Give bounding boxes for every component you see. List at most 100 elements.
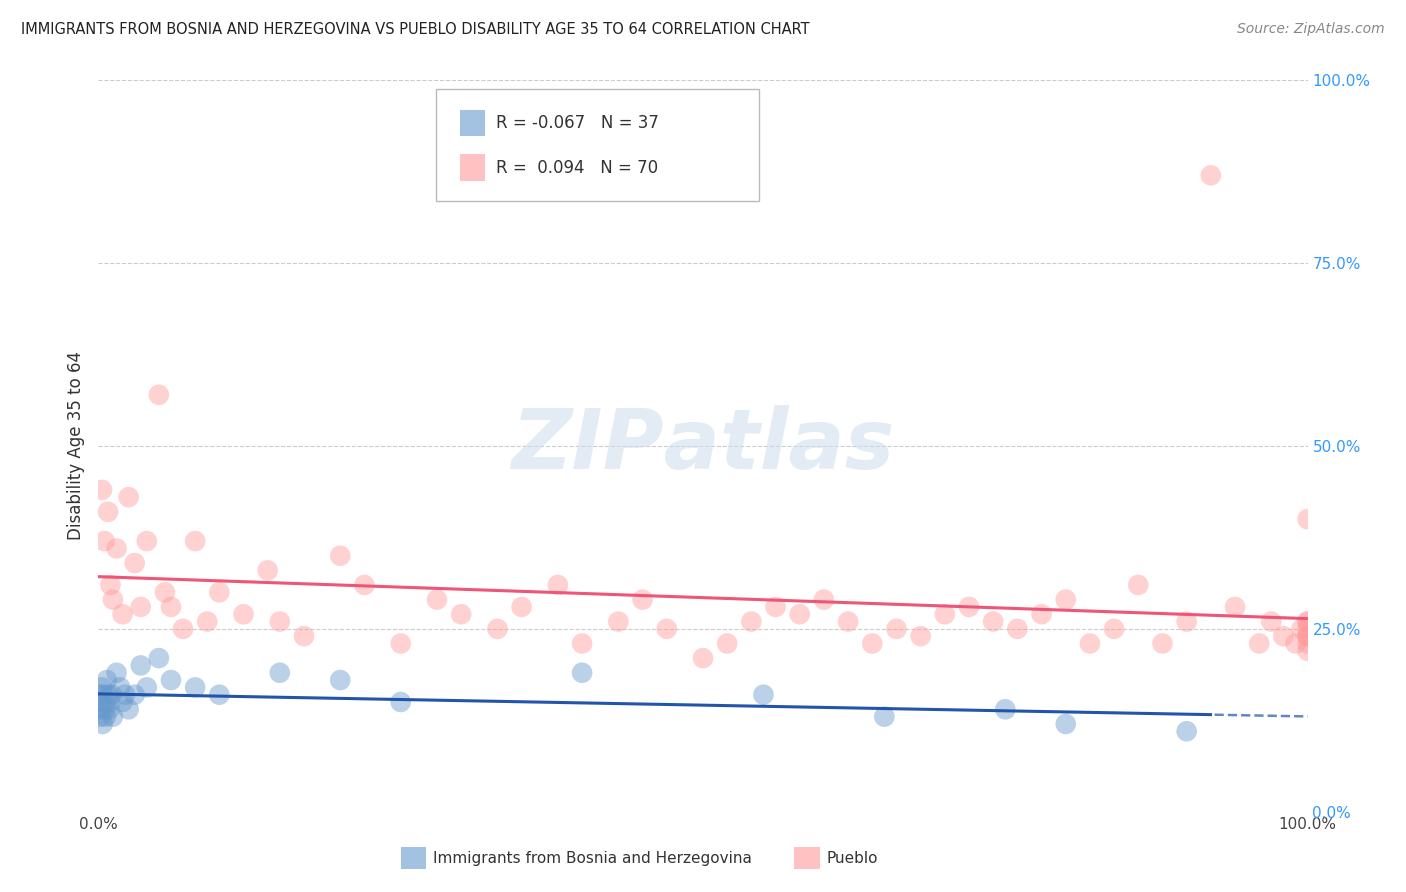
Point — [329, 549, 352, 563]
Point — [292, 629, 315, 643]
Point — [1296, 512, 1319, 526]
Point — [124, 688, 146, 702]
Text: Immigrants from Bosnia and Herzegovina: Immigrants from Bosnia and Herzegovina — [433, 851, 752, 865]
Point — [256, 563, 278, 577]
Point — [232, 607, 254, 622]
Point — [100, 695, 122, 709]
Point — [1291, 622, 1313, 636]
Point — [94, 695, 117, 709]
Point — [160, 673, 183, 687]
Point — [765, 599, 787, 614]
Point — [93, 702, 115, 716]
Point — [118, 702, 141, 716]
Point — [184, 534, 207, 549]
Point — [607, 615, 630, 629]
Text: Pueblo: Pueblo — [827, 851, 879, 865]
Point — [148, 651, 170, 665]
Point — [1223, 599, 1246, 614]
Point — [124, 556, 146, 570]
Point — [994, 702, 1017, 716]
Point — [1128, 578, 1150, 592]
Text: ZIP​atlas: ZIP​atlas — [512, 406, 894, 486]
Point — [90, 709, 112, 723]
Point — [571, 665, 593, 680]
Point — [114, 688, 136, 702]
Point — [1078, 636, 1101, 650]
Point — [752, 688, 775, 702]
Point — [740, 615, 762, 629]
Point — [789, 607, 811, 622]
Point — [153, 585, 176, 599]
Point — [886, 622, 908, 636]
Point — [1296, 615, 1319, 629]
Point — [860, 636, 883, 650]
Point — [1296, 636, 1319, 650]
Point — [1102, 622, 1125, 636]
Point — [91, 717, 114, 731]
Text: R = -0.067   N = 37: R = -0.067 N = 37 — [496, 114, 659, 132]
Point — [1054, 592, 1077, 607]
Point — [934, 607, 956, 622]
Point — [101, 592, 124, 607]
Point — [1031, 607, 1053, 622]
Point — [1260, 615, 1282, 629]
Point — [813, 592, 835, 607]
Point — [981, 615, 1004, 629]
Point — [655, 622, 678, 636]
Point — [1054, 717, 1077, 731]
Point — [716, 636, 738, 650]
Text: Source: ZipAtlas.com: Source: ZipAtlas.com — [1237, 22, 1385, 37]
Point — [353, 578, 375, 592]
Point — [1296, 629, 1319, 643]
Point — [389, 695, 412, 709]
Point — [89, 702, 111, 716]
Point — [1249, 636, 1271, 650]
Point — [1284, 636, 1306, 650]
Point — [135, 534, 157, 549]
Point — [1296, 615, 1319, 629]
Point — [389, 636, 412, 650]
Point — [91, 483, 114, 497]
Point — [547, 578, 569, 592]
Point — [105, 541, 128, 556]
Point — [450, 607, 472, 622]
Point — [269, 665, 291, 680]
Point — [90, 695, 112, 709]
Text: R =  0.094   N = 70: R = 0.094 N = 70 — [496, 159, 658, 177]
Point — [1175, 724, 1198, 739]
Y-axis label: Disability Age 35 to 64: Disability Age 35 to 64 — [66, 351, 84, 541]
Point — [172, 622, 194, 636]
Point — [486, 622, 509, 636]
Point — [100, 688, 122, 702]
Point — [148, 388, 170, 402]
Point — [1175, 615, 1198, 629]
Point — [1152, 636, 1174, 650]
Point — [135, 681, 157, 695]
Point — [208, 585, 231, 599]
Point — [97, 505, 120, 519]
Point — [96, 673, 118, 687]
Point — [160, 599, 183, 614]
Point — [108, 681, 131, 695]
Point — [571, 636, 593, 650]
Point — [98, 702, 121, 716]
Point — [129, 658, 152, 673]
Point — [91, 681, 114, 695]
Point — [97, 688, 120, 702]
Point — [129, 599, 152, 614]
Point — [510, 599, 533, 614]
Point — [91, 688, 114, 702]
Point — [873, 709, 896, 723]
Point — [184, 681, 207, 695]
Point — [100, 578, 122, 592]
Point — [118, 490, 141, 504]
Point — [426, 592, 449, 607]
Point — [111, 607, 134, 622]
Point — [1272, 629, 1295, 643]
Point — [105, 665, 128, 680]
Point — [910, 629, 932, 643]
Point — [1007, 622, 1029, 636]
Point — [1296, 622, 1319, 636]
Point — [1199, 169, 1222, 183]
Point — [89, 688, 111, 702]
